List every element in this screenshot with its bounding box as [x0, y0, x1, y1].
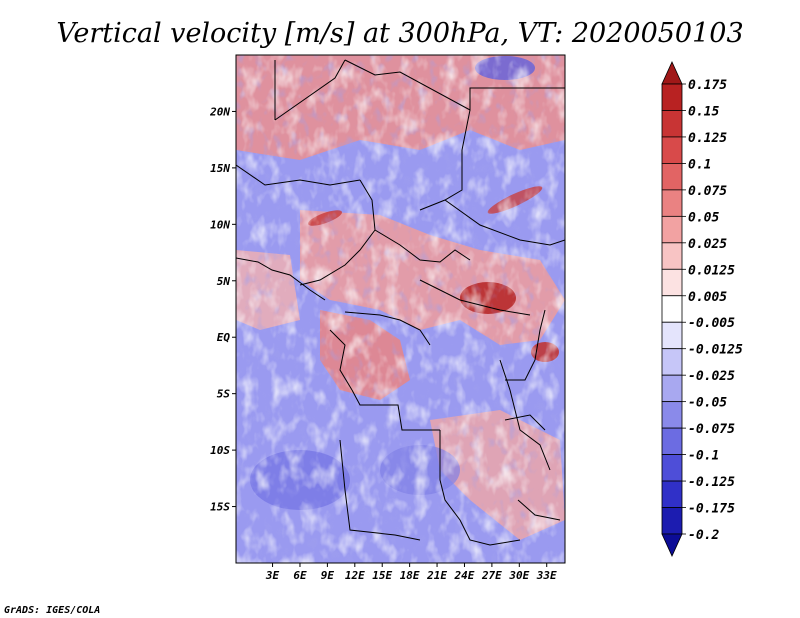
- colorbar-swatch: [661, 189, 683, 217]
- colorbar-swatch: [661, 480, 683, 508]
- border-line: [299, 179, 376, 286]
- colorbar-swatch: [661, 295, 683, 323]
- colorbar-swatch: [661, 242, 683, 270]
- border-line: [517, 499, 561, 521]
- colorbar-max-arrow: [661, 61, 683, 85]
- colorbar-label: 0.005: [688, 290, 727, 305]
- colorbar-label: -0.175: [688, 502, 735, 517]
- x-tick-label: 15E: [372, 569, 392, 582]
- border-line: [329, 329, 353, 391]
- y-tick-label: 5S: [217, 388, 231, 401]
- colorbar-label: 0.175: [688, 78, 727, 93]
- colorbar-label: -0.025: [688, 369, 735, 384]
- border-line: [274, 59, 346, 121]
- colorbar-swatch: [661, 163, 683, 191]
- colorbar-swatch: [661, 427, 683, 455]
- border-line: [236, 164, 361, 186]
- colorbar: 0.175 0.15 0.125 0.1 0.075 0.05 0.025 0.0125 0.0…: [661, 61, 743, 557]
- x-tick-label: 3E: [265, 569, 280, 582]
- colorbar-swatch: [661, 321, 683, 350]
- x-tick-label: 6E: [293, 569, 307, 582]
- border-line: [444, 199, 565, 246]
- colorbar-label: -0.075: [688, 422, 735, 437]
- colorbar-label: 0.1: [688, 157, 711, 172]
- chart-title: Vertical velocity [m/s] at 300hPa, VT: 2…: [56, 18, 743, 49]
- colorbar-label: 0.15: [688, 104, 719, 119]
- colorbar-swatch: [661, 215, 683, 244]
- colorbar-label: -0.1: [688, 449, 719, 464]
- x-tick-label: 24E: [454, 569, 475, 582]
- border-line: [339, 439, 421, 541]
- colorbar-swatch: [661, 454, 683, 482]
- field-texture-white: [236, 55, 565, 563]
- border-line: [344, 311, 431, 346]
- colorbar-label: 0.025: [688, 237, 727, 252]
- colorbar-swatch: [661, 268, 683, 297]
- colorbar-labels: 0.175 0.15 0.125 0.1 0.075 0.05 0.025 0.0125 0.0…: [682, 78, 743, 543]
- map-frame: [235, 54, 566, 564]
- x-tick-label: 27E: [481, 569, 502, 582]
- y-tick-label: EQ: [217, 331, 231, 344]
- y-tick-label: 5N: [217, 275, 231, 288]
- x-tick-label: 9E: [321, 569, 335, 582]
- colorbar-min-arrow: [661, 533, 683, 557]
- country-borders: [236, 59, 565, 546]
- y-tick-label: 10S: [210, 444, 230, 457]
- colorbar-label: 0.125: [688, 131, 727, 146]
- colorbar-swatch: [661, 110, 683, 138]
- colorbar-swatch: [661, 136, 683, 164]
- border-line: [439, 430, 521, 546]
- colorbar-swatch: [661, 401, 683, 429]
- border-line: [504, 414, 546, 431]
- border-line: [351, 389, 440, 431]
- colorbar-label: -0.125: [688, 475, 735, 490]
- footer-credit: GrADS: IGES/COLA: [4, 605, 100, 616]
- colorbar-swatch: [661, 374, 683, 403]
- map-axes: 3E 6E 9E 12E 15E 18E 21E 24E 27E 30E 33E 20N 15N 10N 5…: [209, 105, 557, 582]
- border-line: [374, 229, 471, 263]
- x-tick-label: 30E: [508, 569, 529, 582]
- colorbar-label: -0.0125: [688, 343, 743, 358]
- colorbar-label: -0.2: [688, 528, 719, 543]
- colorbar-swatches: [661, 61, 683, 557]
- y-tick-label: 20N: [209, 105, 230, 118]
- x-tick-label: 21E: [426, 569, 447, 582]
- border-line: [344, 59, 565, 111]
- y-tick-label: 15S: [210, 501, 230, 514]
- map-field: [236, 55, 565, 563]
- colorbar-label: 0.075: [688, 184, 727, 199]
- border-line: [419, 279, 531, 316]
- border-line: [419, 109, 471, 211]
- colorbar-label: 0.0125: [688, 263, 735, 278]
- x-tick-label: 18E: [400, 569, 420, 582]
- x-tick-label: 33E: [536, 569, 557, 582]
- y-tick-label: 10N: [210, 218, 230, 231]
- colorbar-label: 0.05: [688, 210, 719, 225]
- colorbar-swatch: [661, 348, 683, 376]
- colorbar-label: -0.05: [688, 396, 727, 411]
- border-line: [236, 257, 326, 301]
- colorbar-swatch: [661, 507, 683, 535]
- y-tick-label: 15N: [210, 162, 230, 175]
- x-tick-label: 12E: [345, 569, 365, 582]
- border-line: [505, 309, 546, 381]
- colorbar-swatch: [661, 83, 683, 111]
- colorbar-label: -0.005: [688, 316, 735, 331]
